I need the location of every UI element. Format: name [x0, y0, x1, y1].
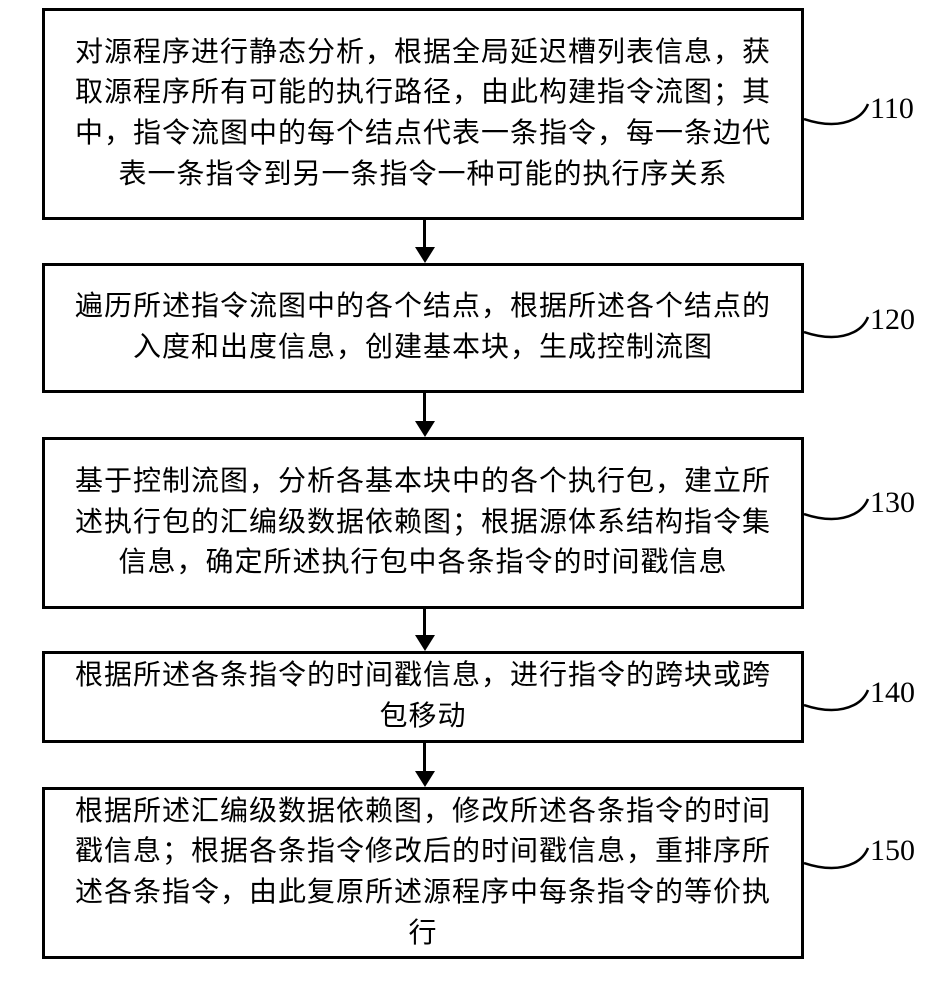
arrow-head-icon: [415, 247, 435, 263]
arrow-line: [423, 220, 426, 249]
ref-connector-icon: [804, 845, 874, 885]
flow-node-text: 对源程序进行静态分析，根据全局延迟槽列表信息，获取源程序所有可能的执行路径，由此…: [63, 33, 783, 195]
ref-connector-icon: [804, 496, 874, 536]
arrow-line: [423, 743, 426, 773]
flow-node-text: 根据所述各条指令的时间戳信息，进行指令的跨块或跨包移动: [63, 656, 783, 737]
ref-connector-icon: [804, 314, 874, 354]
flow-node-text: 遍历所述指令流图中的各个结点，根据所述各个结点的入度和出度信息，创建基本块，生成…: [63, 287, 783, 368]
ref-connector-icon: [804, 687, 874, 727]
flow-node-120: 遍历所述指令流图中的各个结点，根据所述各个结点的入度和出度信息，创建基本块，生成…: [42, 263, 804, 393]
flow-node-140: 根据所述各条指令的时间戳信息，进行指令的跨块或跨包移动: [42, 651, 804, 743]
ref-label-140: 140: [870, 676, 915, 710]
arrow-head-icon: [415, 421, 435, 437]
flow-node-text: 根据所述汇编级数据依赖图，修改所述各条指令的时间戳信息；根据各条指令修改后的时间…: [63, 792, 783, 954]
flowchart-container: 对源程序进行静态分析，根据全局延迟槽列表信息，获取源程序所有可能的执行路径，由此…: [0, 0, 952, 1000]
ref-label-150: 150: [870, 834, 915, 868]
arrow-line: [423, 393, 426, 423]
ref-label-120: 120: [870, 303, 915, 337]
arrow-head-icon: [415, 635, 435, 651]
arrow-head-icon: [415, 771, 435, 787]
ref-connector-icon: [804, 101, 874, 141]
arrow-line: [423, 609, 426, 637]
ref-label-110: 110: [870, 92, 914, 126]
flow-node-text: 基于控制流图，分析各基本块中的各个执行包，建立所述执行包的汇编级数据依赖图；根据…: [63, 462, 783, 584]
flow-node-110: 对源程序进行静态分析，根据全局延迟槽列表信息，获取源程序所有可能的执行路径，由此…: [42, 8, 804, 220]
flow-node-150: 根据所述汇编级数据依赖图，修改所述各条指令的时间戳信息；根据各条指令修改后的时间…: [42, 787, 804, 959]
flow-node-130: 基于控制流图，分析各基本块中的各个执行包，建立所述执行包的汇编级数据依赖图；根据…: [42, 437, 804, 609]
ref-label-130: 130: [870, 486, 915, 520]
